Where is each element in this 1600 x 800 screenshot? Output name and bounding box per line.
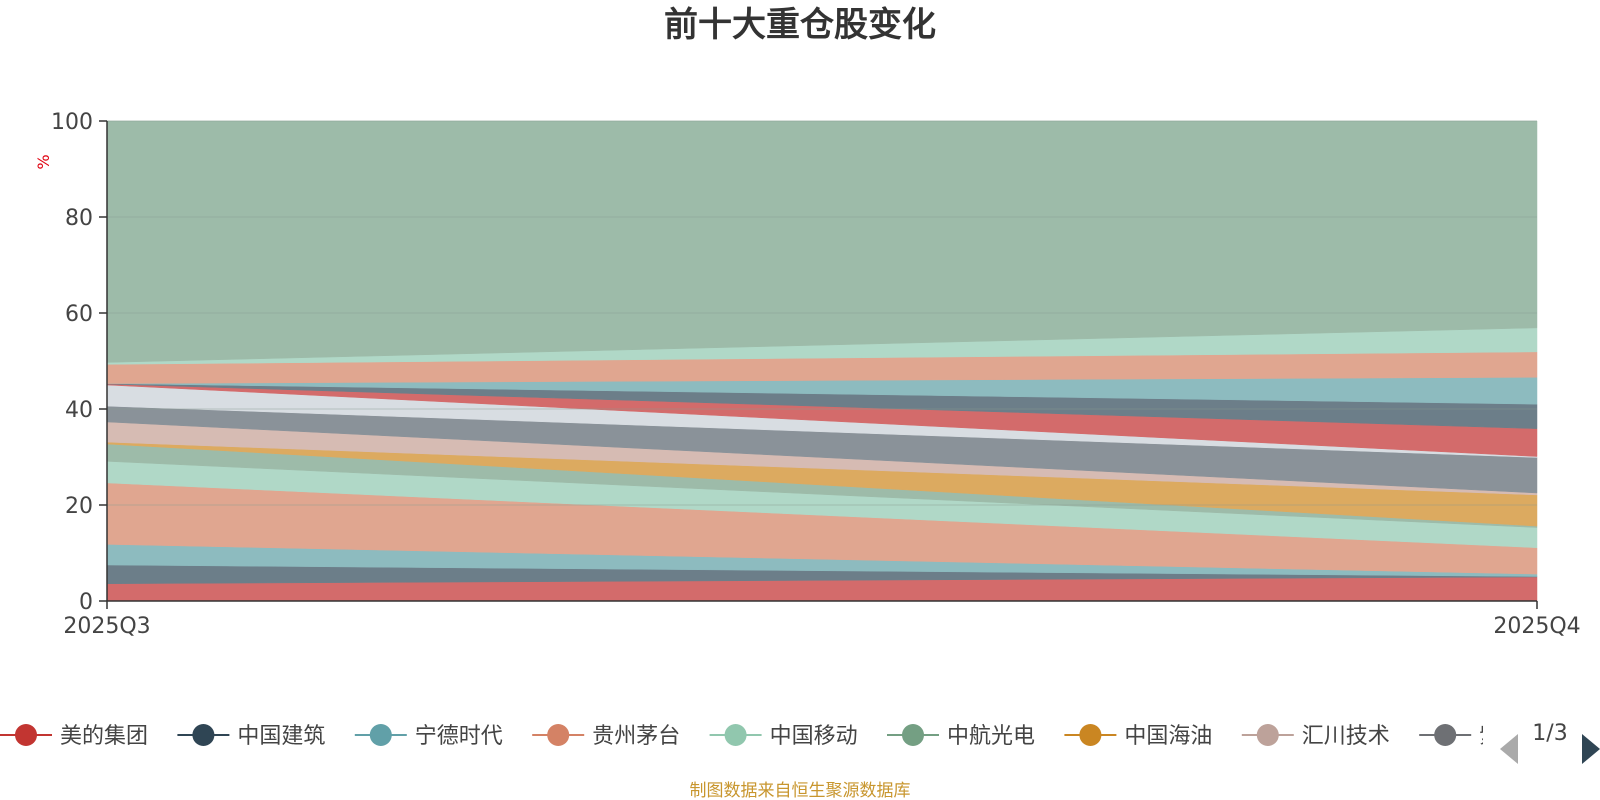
legend-item-0[interactable]: 美的集团 [0, 724, 148, 749]
legend-item-3[interactable]: 贵州茅台 [532, 724, 680, 749]
legend-marker-icon [724, 724, 747, 746]
legend-next-page-icon[interactable] [1582, 734, 1600, 764]
x-tick-label-0: 2025Q3 [63, 614, 150, 639]
legend-marker-icon [192, 724, 215, 746]
legend-label: 宁德时代 [415, 724, 503, 749]
legend-marker-icon [1079, 724, 1102, 746]
legend-label: 美的集团 [60, 724, 148, 749]
grid-lines [107, 120, 1537, 506]
legend-label: 贵州茅台 [592, 724, 680, 749]
y-tick-label-2: 40 [65, 398, 93, 423]
legend-items: 美的集团 中国建筑 宁德时代 贵州茅台 中国移动 中航光电 中国海油 汇川技术 紫 [0, 724, 1501, 749]
legend-label: 中国建筑 [237, 724, 325, 749]
axes: 0 20 40 60 80 100 2025Q3 2025Q4 [51, 110, 1581, 639]
y-tick-label-3: 60 [65, 302, 93, 327]
legend-label: 中国海油 [1124, 724, 1212, 749]
legend-label: 汇川技术 [1302, 724, 1390, 749]
legend-label: 中航光电 [947, 724, 1035, 749]
x-tick-label-1: 2025Q4 [1493, 614, 1580, 639]
legend-marker-icon [902, 724, 924, 746]
legend-item-5[interactable]: 中航光电 [887, 724, 1035, 749]
y-tick-label-0: 0 [79, 590, 93, 615]
legend-marker-icon [1434, 724, 1457, 746]
legend-item-2[interactable]: 宁德时代 [354, 724, 503, 749]
legend-marker-icon [15, 724, 37, 746]
legend-label: 紫 [1479, 724, 1501, 749]
y-axis-unit: % [34, 154, 53, 169]
y-tick-label-5: 100 [51, 110, 93, 135]
chart-title: 前十大重仓股变化 [664, 5, 936, 45]
area-series-15 [106, 120, 1538, 363]
y-tick-label-1: 20 [65, 494, 93, 519]
legend-prev-page-icon[interactable] [1500, 734, 1518, 764]
legend-marker-icon [1256, 724, 1279, 746]
legend-item-8[interactable]: 紫 [1419, 724, 1501, 749]
legend-label: 中国移动 [770, 724, 858, 749]
legend-page-indicator: 1/3 [1532, 721, 1567, 746]
legend: 美的集团 中国建筑 宁德时代 贵州茅台 中国移动 中航光电 中国海油 汇川技术 紫 [0, 724, 1501, 749]
legend-marker-icon [547, 724, 570, 746]
legend-item-6[interactable]: 中国海油 [1064, 724, 1212, 749]
y-tick-label-4: 80 [65, 206, 93, 231]
area-series-layer [106, 120, 1538, 602]
source-note: 制图数据来自恒生聚源数据库 [690, 781, 911, 800]
legend-pager: 1/3 [1500, 721, 1600, 764]
legend-marker-icon [369, 724, 392, 746]
legend-item-7[interactable]: 汇川技术 [1241, 724, 1390, 749]
legend-item-4[interactable]: 中国移动 [709, 724, 858, 749]
legend-item-1[interactable]: 中国建筑 [177, 724, 325, 749]
